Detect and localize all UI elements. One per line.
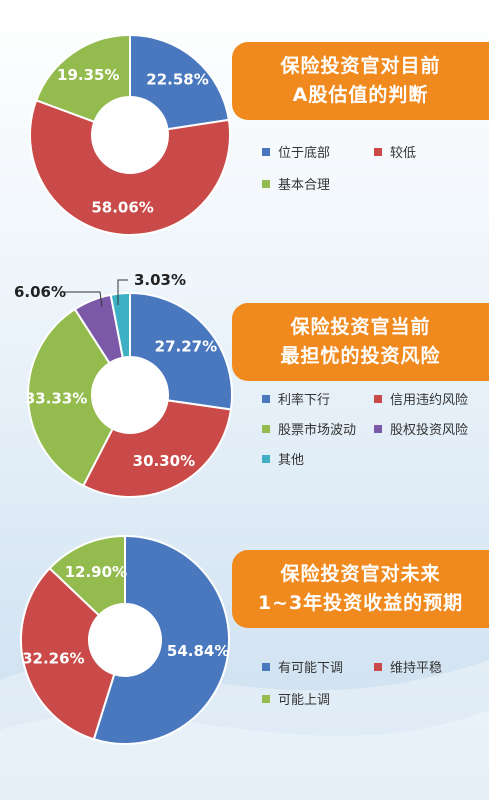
- legend-swatch: [262, 454, 270, 463]
- legend-label: 股票市场波动: [278, 423, 357, 438]
- legend-item: 利率下行: [262, 389, 330, 408]
- legend-label: 股权投资风险: [390, 423, 469, 438]
- chart-1-title-line-2: A股估值的判断: [292, 84, 429, 106]
- donut-chart-1: 22.58% 58.06% 19.35%: [29, 33, 231, 236]
- donut-slice-3: [48, 534, 126, 617]
- legend-swatch: [374, 147, 382, 156]
- data-label: 19.35%: [57, 66, 119, 84]
- data-label: 58.06%: [91, 199, 153, 217]
- legend-label: 维持平稳: [390, 661, 443, 676]
- chart-3-title: 保险投资官对未来 1~3年投资收益的预期: [232, 550, 489, 628]
- donut-hole: [90, 605, 160, 675]
- chart-2-title-line-1: 保险投资官当前: [290, 316, 431, 338]
- chart-section-3: 54.84% 32.26% 12.90% 保险投资官对未来 1~3年投资收益的预期 …: [0, 530, 489, 780]
- legend-swatch: [262, 179, 270, 188]
- donut-slice-2: [81, 399, 233, 498]
- chart-2-title-line-2: 最担忧的投资风险: [280, 345, 441, 367]
- legend-label: 利率下行: [278, 393, 331, 408]
- data-label: 54.84%: [167, 642, 229, 660]
- legend-item: 有可能下调: [262, 657, 343, 676]
- legend-label: 可能上调: [278, 693, 331, 708]
- legend-item: 信用违约风险: [374, 389, 468, 408]
- donut-slice-1: [92, 534, 230, 745]
- donut-slice-1: [129, 33, 230, 131]
- legend-item: 股权投资风险: [374, 419, 468, 438]
- legend-swatch: [374, 394, 382, 403]
- data-label: 6.06%: [14, 283, 66, 301]
- data-label: 12.90%: [65, 563, 127, 581]
- donut-slice-3: [27, 307, 114, 488]
- legend-label: 信用违约风险: [390, 393, 469, 408]
- legend-swatch: [262, 147, 270, 156]
- legend-item: 基本合理: [262, 174, 330, 193]
- donut-slice-2: [20, 566, 116, 741]
- chart-1-title: 保险投资官对目前 A股估值的判断: [232, 42, 489, 120]
- legend-swatch: [262, 424, 270, 433]
- chart-3-title-line-2: 1~3年投资收益的预期: [257, 592, 464, 614]
- chart-2-title: 保险投资官当前 最担忧的投资风险: [232, 303, 489, 381]
- data-label: 27.27%: [155, 338, 217, 356]
- legend-item: 其他: [262, 449, 304, 468]
- legend-swatch: [262, 394, 270, 403]
- legend-item: 维持平稳: [374, 657, 442, 676]
- donut-hole: [93, 98, 167, 172]
- leader-line: [117, 279, 128, 305]
- legend-swatch: [262, 694, 270, 703]
- legend-swatch: [374, 662, 382, 671]
- legend-item: 股票市场波动: [262, 419, 356, 438]
- legend-swatch: [262, 662, 270, 671]
- data-label: 3.03%: [134, 271, 186, 289]
- leader-line: [62, 291, 103, 308]
- legend-item: 较低: [374, 142, 416, 161]
- donut-slice-3: [34, 33, 131, 124]
- chart-section-1: 22.58% 58.06% 19.35% 保险投资官对目前 A股估值的判断 位于底部…: [0, 0, 489, 250]
- legend-label: 有可能下调: [278, 661, 344, 676]
- legend-label: 基本合理: [278, 178, 331, 193]
- donut-chart-3: 54.84% 32.26% 12.90%: [20, 534, 230, 745]
- legend-label: 其他: [278, 453, 305, 468]
- data-label: 22.58%: [146, 71, 208, 89]
- legend-item: 位于底部: [262, 142, 330, 161]
- donut-slice-5: [109, 291, 131, 359]
- chart-1-title-line-1: 保险投资官对目前: [280, 55, 441, 77]
- data-label: 30.30%: [133, 452, 195, 470]
- legend-item: 可能上调: [262, 689, 330, 708]
- data-label: 33.33%: [25, 390, 87, 408]
- donut-slice-1: [129, 291, 233, 411]
- data-label: 32.26%: [22, 650, 84, 668]
- donut-slice-2: [29, 98, 231, 236]
- chart-section-2: 27.27% 30.30% 33.33% 6.06% 3.03% 保险投资官当前 最担忧…: [0, 265, 489, 515]
- donut-hole: [93, 358, 167, 432]
- legend-label: 较低: [390, 146, 417, 161]
- legend-label: 位于底部: [278, 146, 331, 161]
- chart-3-title-line-1: 保险投资官对未来: [280, 563, 441, 585]
- legend-swatch: [374, 424, 382, 433]
- donut-chart-2: 27.27% 30.30% 33.33% 6.06% 3.03%: [14, 271, 233, 498]
